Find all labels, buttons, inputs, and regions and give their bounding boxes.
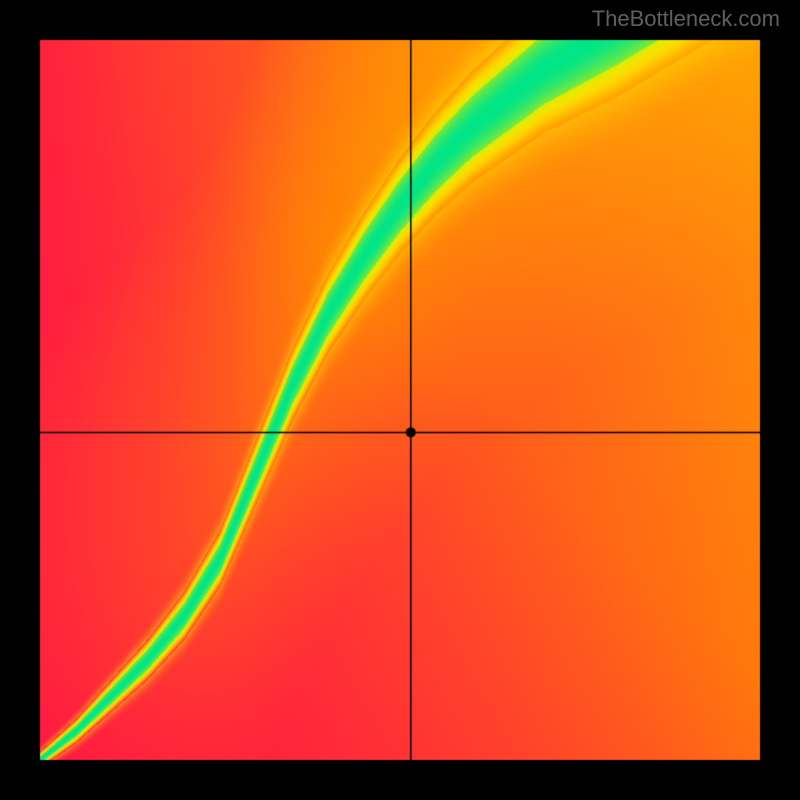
heatmap-canvas xyxy=(0,0,800,800)
chart-container: TheBottleneck.com xyxy=(0,0,800,800)
watermark-text: TheBottleneck.com xyxy=(592,6,780,32)
